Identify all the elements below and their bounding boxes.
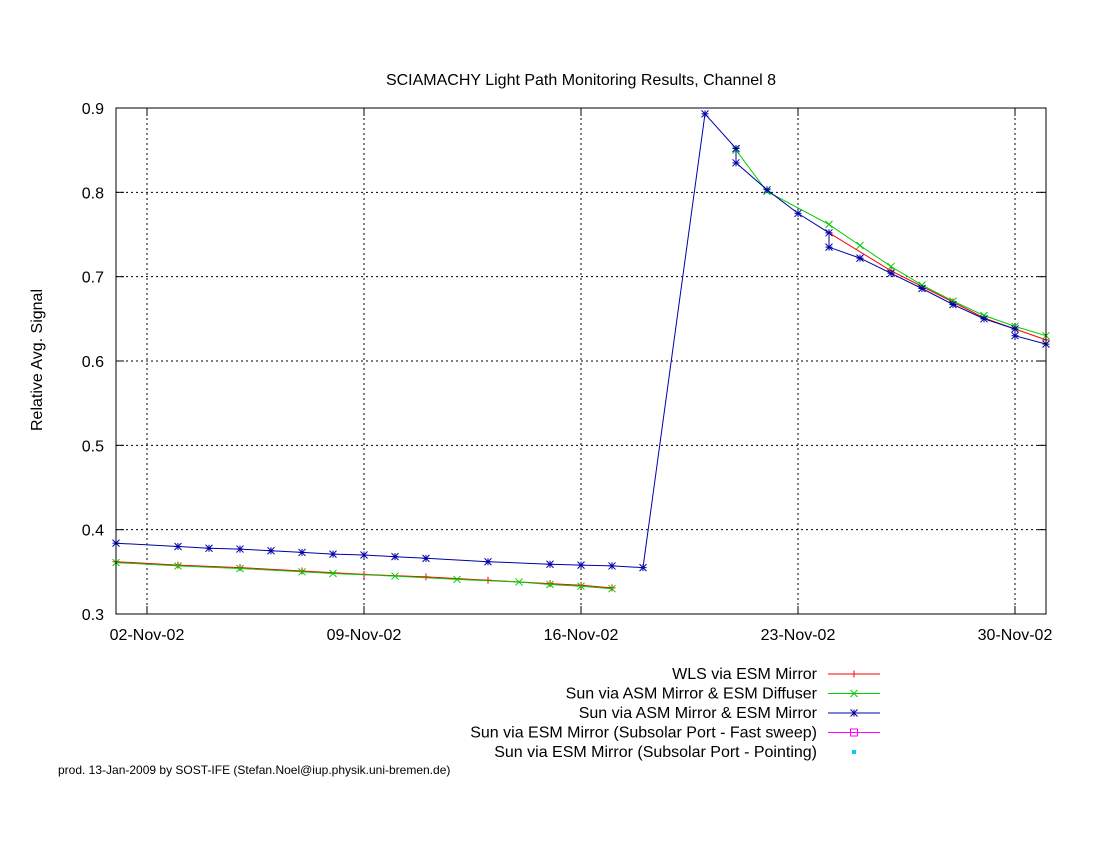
data-point: [608, 584, 616, 592]
y-tick-label: 0.8: [82, 185, 104, 202]
data-point: [949, 300, 957, 309]
x-tick-label: 16-Nov-02: [544, 627, 619, 644]
data-point: [856, 254, 864, 262]
data-point: [732, 158, 740, 167]
y-axis-ticks: 0.3 0.4 0.5 0.6 0.7 0.8 0.9: [82, 101, 1046, 624]
chart-title: SCIAMACHY Light Path Monitoring Results,…: [386, 72, 776, 89]
data-point: [887, 269, 895, 278]
legend-label: Sun via ASM Mirror & ESM Mirror: [579, 705, 818, 722]
x-tick-label: 30-Nov-02: [978, 627, 1053, 644]
data-point: [732, 144, 740, 153]
legend-item: WLS via ESM Mirror: [672, 666, 880, 683]
series-star: [112, 110, 1050, 572]
y-tick-label: 0.9: [82, 101, 104, 118]
data-point: [236, 545, 244, 553]
legend-item: Sun via ESM Mirror (Subsolar Port - Poin…: [494, 744, 856, 761]
data-point: [174, 562, 182, 570]
legend-marker: [850, 689, 858, 698]
legend: WLS via ESM Mirror Sun via ASM Mirror & E…: [470, 666, 880, 761]
data-point: [267, 546, 275, 555]
data-point: [298, 548, 306, 557]
data-point: [422, 554, 430, 563]
x-tick-label: 23-Nov-02: [761, 627, 836, 644]
data-point: [360, 551, 368, 559]
data-point: [639, 563, 647, 572]
grid-lines: [116, 108, 1046, 614]
y-tick-label: 0.6: [82, 354, 104, 371]
data-point: [1011, 325, 1019, 333]
data-point: [608, 562, 616, 570]
data-point: [918, 284, 926, 293]
legend-item: Sun via ASM Mirror & ESM Mirror: [579, 705, 880, 722]
data-point: [763, 185, 771, 194]
data-point: [825, 228, 833, 237]
y-axis-label: Relative Avg. Signal: [29, 289, 46, 431]
data-point: [174, 561, 182, 569]
plot-frame: [115, 107, 1047, 615]
data-point: [856, 241, 864, 250]
data-point: [329, 550, 337, 558]
data-point: [422, 573, 430, 581]
data-point: [391, 552, 399, 561]
data-point: [329, 569, 337, 578]
legend-marker: [850, 709, 858, 717]
data-point: [236, 564, 244, 572]
data-point: [298, 567, 306, 575]
data-point: [391, 572, 399, 580]
data-point: [825, 243, 833, 252]
y-tick-label: 0.7: [82, 270, 104, 287]
data-point: [577, 581, 585, 589]
x-axis-ticks: 02-Nov-02 09-Nov-02 16-Nov-02 23-Nov-02 30-N…: [110, 108, 1053, 644]
legend-marker: [850, 670, 858, 678]
legend-label: Sun via ESM Mirror (Subsolar Port - Poin…: [494, 744, 817, 761]
series-line: [115, 112, 1047, 569]
data-point: [484, 557, 492, 566]
data-point: [608, 584, 616, 593]
y-tick-label: 0.5: [82, 438, 104, 455]
legend-item: Sun via ESM Mirror (Subsolar Port - Fast…: [470, 725, 880, 742]
legend-label: Sun via ASM Mirror & ESM Diffuser: [566, 686, 818, 703]
legend-marker: [852, 750, 856, 754]
footer-credit: prod. 13-Jan-2009 by SOST-IFE (Stefan.No…: [58, 763, 451, 777]
data-point: [794, 209, 802, 218]
series-line: [828, 232, 1047, 341]
data-point: [577, 582, 585, 591]
data-point: [887, 262, 895, 271]
plot-series: [112, 110, 1050, 593]
data-point: [1011, 331, 1019, 340]
data-point: [577, 561, 585, 569]
data-point: [515, 578, 523, 586]
series-line: [735, 149, 1047, 337]
x-tick-label: 02-Nov-02: [110, 627, 185, 644]
data-point: [236, 564, 244, 573]
data-point: [298, 567, 306, 576]
data-point: [546, 580, 554, 589]
data-point: [174, 542, 182, 551]
data-point: [453, 575, 461, 584]
data-point: [546, 560, 554, 569]
data-point: [825, 220, 833, 229]
data-point: [205, 544, 213, 553]
legend-label: WLS via ESM Mirror: [672, 666, 818, 683]
legend-item: Sun via ASM Mirror & ESM Diffuser: [566, 686, 880, 703]
legend-label: Sun via ESM Mirror (Subsolar Port - Fast…: [470, 725, 817, 742]
data-point: [980, 314, 988, 323]
x-tick-label: 09-Nov-02: [327, 627, 402, 644]
legend-marker: [850, 728, 858, 737]
y-tick-label: 0.4: [82, 523, 104, 540]
data-point: [701, 110, 709, 118]
y-tick-label: 0.3: [82, 607, 104, 624]
data-point: [546, 580, 554, 588]
